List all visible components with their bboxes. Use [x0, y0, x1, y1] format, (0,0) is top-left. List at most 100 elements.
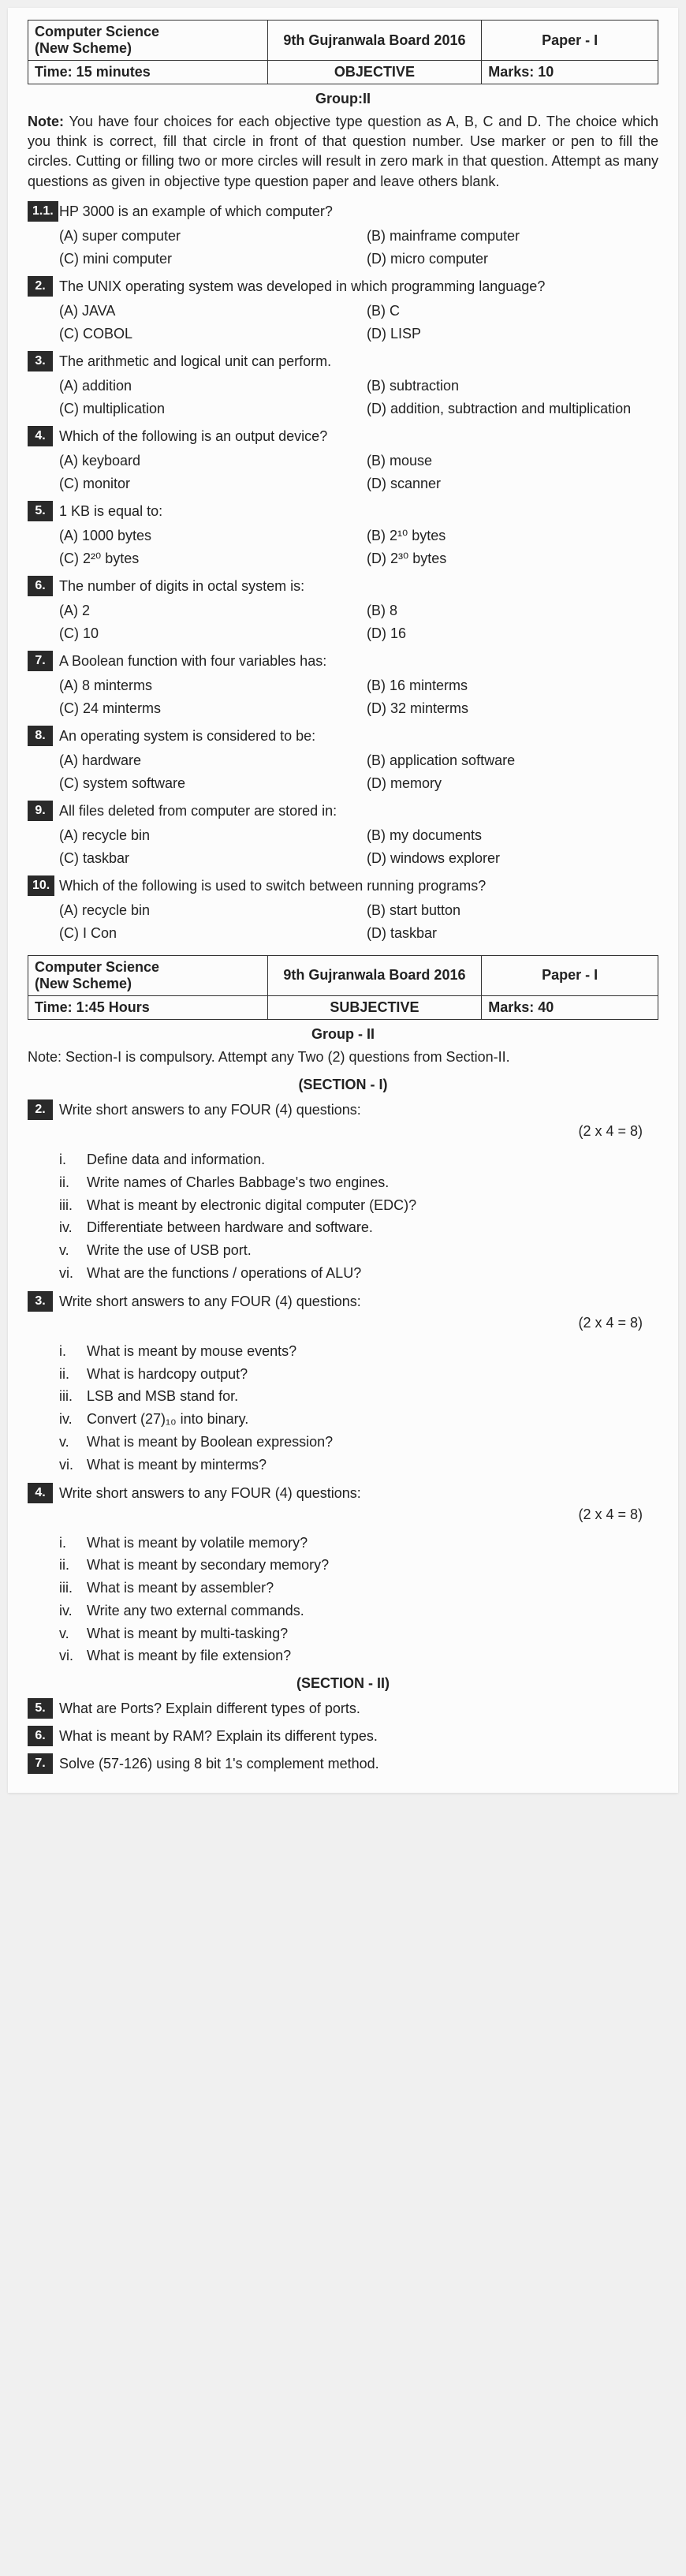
option: (A) 8 minterms: [59, 675, 351, 696]
option: (C) 24 minterms: [59, 698, 351, 719]
long-question: 7.Solve (57-126) using 8 bit 1's complem…: [28, 1753, 658, 1775]
question-number: 6.: [28, 1726, 53, 1746]
options: (A) recycle bin(B) start button(C) I Con…: [59, 900, 658, 944]
question-text: An operating system is considered to be:: [59, 726, 658, 747]
sub-text: What is meant by file extension?: [87, 1645, 291, 1667]
sub-text: Write any two external commands.: [87, 1600, 304, 1622]
long-question: 5.What are Ports? Explain different type…: [28, 1698, 658, 1719]
sub-question: v.Write the use of USB port.: [59, 1239, 658, 1262]
sub-number: v.: [59, 1622, 87, 1645]
question-number: 9.: [28, 801, 53, 821]
group-label-2: Group - II: [28, 1026, 658, 1043]
sub-question: iv.Convert (27)₁₀ into binary.: [59, 1408, 658, 1431]
sub-question: v.What is meant by Boolean expression?: [59, 1431, 658, 1454]
sub-text: What is hardcopy output?: [87, 1363, 248, 1386]
sub-number: i.: [59, 1532, 87, 1555]
sub-question: iii.LSB and MSB stand for.: [59, 1385, 658, 1408]
option: (C) system software: [59, 773, 351, 794]
marks-label: (2 x 4 = 8): [59, 1312, 643, 1334]
sub-text: What is meant by Boolean expression?: [87, 1431, 333, 1454]
option: (B) mainframe computer: [367, 226, 658, 247]
question-text: Write short answers to any FOUR (4) ques…: [59, 1483, 658, 1504]
section-1-title: (SECTION - I): [28, 1077, 658, 1093]
sub-text: What are the functions / operations of A…: [87, 1262, 361, 1285]
sub-question: iii.What is meant by electronic digital …: [59, 1194, 658, 1217]
question-number: 10.: [28, 875, 54, 896]
sub-text: What is meant by minterms?: [87, 1454, 267, 1477]
question: 6.The number of digits in octal system i…: [28, 576, 658, 644]
sub-text: What is meant by assembler?: [87, 1577, 274, 1600]
sub-question: ii.What is meant by secondary memory?: [59, 1554, 658, 1577]
question-number: 8.: [28, 726, 53, 746]
sub-text: What is meant by secondary memory?: [87, 1554, 329, 1577]
short-question-block: 2.Write short answers to any FOUR (4) qu…: [28, 1099, 658, 1142]
marks: Marks: 40: [482, 995, 658, 1019]
sub-text: Differentiate between hardware and softw…: [87, 1216, 373, 1239]
options: (A) 1000 bytes(B) 2¹⁰ bytes(C) 2²⁰ bytes…: [59, 525, 658, 569]
exam-type: OBJECTIVE: [267, 61, 482, 84]
sub-question: vi.What are the functions / operations o…: [59, 1262, 658, 1285]
short-questions: 2.Write short answers to any FOUR (4) qu…: [28, 1099, 658, 1667]
option: (B) my documents: [367, 825, 658, 846]
sub-questions: i.What is meant by volatile memory?ii.Wh…: [59, 1532, 658, 1668]
sub-text: LSB and MSB stand for.: [87, 1385, 238, 1408]
sub-number: iv.: [59, 1216, 87, 1239]
question-number: 7.: [28, 651, 53, 671]
options: (A) super computer(B) mainframe computer…: [59, 226, 658, 270]
sub-question: iii.What is meant by assembler?: [59, 1577, 658, 1600]
option: (D) windows explorer: [367, 848, 658, 869]
question-text: A Boolean function with four variables h…: [59, 651, 658, 672]
question-text: Which of the following is an output devi…: [59, 426, 658, 447]
option: (B) mouse: [367, 450, 658, 472]
sub-question: ii.Write names of Charles Babbage's two …: [59, 1171, 658, 1194]
exam-paper: Computer Science (New Scheme) 9th Gujran…: [8, 8, 678, 1793]
exam-type: SUBJECTIVE: [267, 995, 482, 1019]
group-label: Group:II: [28, 91, 658, 107]
options: (A) recycle bin(B) my documents(C) taskb…: [59, 825, 658, 869]
question: 3.The arithmetic and logical unit can pe…: [28, 351, 658, 420]
scheme: (New Scheme): [35, 40, 132, 56]
question-number: 2.: [28, 276, 53, 297]
question-number: 1.1.: [28, 201, 58, 222]
question: 8. An operating system is considered to b…: [28, 726, 658, 794]
sub-text: Define data and information.: [87, 1148, 265, 1171]
short-question-block: 3.Write short answers to any FOUR (4) qu…: [28, 1291, 658, 1334]
question-text: HP 3000 is an example of which computer?: [59, 201, 658, 222]
options: (A) JAVA(B) C(C) COBOL(D) LISP: [59, 301, 658, 345]
option: (C) multiplication: [59, 398, 351, 420]
question-text: 1 KB is equal to:: [59, 501, 658, 522]
question: 10.Which of the following is used to swi…: [28, 875, 658, 944]
paper: Paper - I: [482, 21, 658, 61]
sub-number: i.: [59, 1340, 87, 1363]
option: (C) taskbar: [59, 848, 351, 869]
option: (A) 2: [59, 600, 351, 622]
marks: Marks: 10: [482, 61, 658, 84]
sub-number: vi.: [59, 1262, 87, 1285]
sub-number: v.: [59, 1239, 87, 1262]
sub-number: ii.: [59, 1554, 87, 1577]
sub-question: ii.What is hardcopy output?: [59, 1363, 658, 1386]
question-text: The arithmetic and logical unit can perf…: [59, 351, 658, 372]
options: (A) keyboard(B) mouse(C) monitor(D) scan…: [59, 450, 658, 495]
question: 4.Which of the following is an output de…: [28, 426, 658, 495]
sub-number: i.: [59, 1148, 87, 1171]
option: (B) subtraction: [367, 375, 658, 397]
marks-label: (2 x 4 = 8): [59, 1504, 643, 1525]
sub-question: i.What is meant by mouse events?: [59, 1340, 658, 1363]
question: 5.1 KB is equal to:(A) 1000 bytes(B) 2¹⁰…: [28, 501, 658, 569]
question-number: 3.: [28, 1291, 53, 1312]
option: (B) application software: [367, 750, 658, 771]
question: 1.1.HP 3000 is an example of which compu…: [28, 201, 658, 270]
question-text: What is meant by RAM? Explain its differ…: [59, 1728, 378, 1744]
section-2-title: (SECTION - II): [28, 1675, 658, 1692]
sub-text: What is meant by volatile memory?: [87, 1532, 308, 1555]
header-table-2: Computer Science (New Scheme) 9th Gujran…: [28, 955, 658, 1020]
board: 9th Gujranwala Board 2016: [267, 955, 482, 995]
option: (D) 32 minterms: [367, 698, 658, 719]
option: (A) addition: [59, 375, 351, 397]
sub-number: ii.: [59, 1171, 87, 1194]
question: 2.The UNIX operating system was develope…: [28, 276, 658, 345]
sub-question: iv.Write any two external commands.: [59, 1600, 658, 1622]
question: 9.All files deleted from computer are st…: [28, 801, 658, 869]
options: (A) 2(B) 8(C) 10(D) 16: [59, 600, 658, 644]
